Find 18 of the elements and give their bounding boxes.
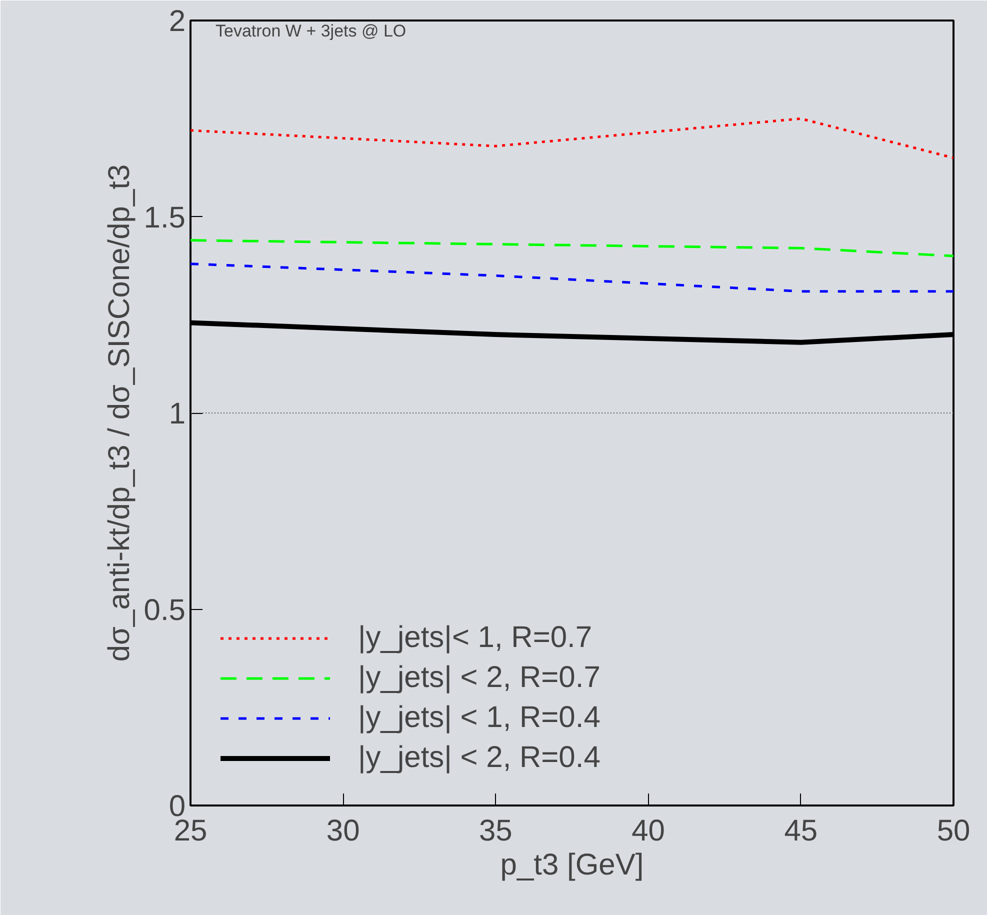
legend-label: |y_jets|< 1, R=0.7 <box>358 621 592 655</box>
legend-label: |y_jets| < 1, R=0.4 <box>358 701 600 735</box>
y-tick-label: 1.5 <box>144 201 186 234</box>
x-tick-label: 45 <box>784 814 818 848</box>
x-tick-label: 50 <box>936 814 970 848</box>
x-axis-title: p_t3 [GeV] <box>500 848 644 882</box>
legend-label: |y_jets| < 2, R=0.4 <box>358 741 600 775</box>
y-tick-label: 1 <box>168 398 186 430</box>
x-tick-label: 30 <box>326 814 360 848</box>
chart-title: Tevatron W + 3jets @ LO <box>216 22 406 40</box>
y-axis-title: dσ_anti-kt/dp_t3 / dσ_SISCone/dp_t3 <box>102 164 136 662</box>
line-series <box>190 117 954 160</box>
line-series <box>190 239 954 258</box>
legend-label: |y_jets| < 2, R=0.7 <box>358 661 600 695</box>
x-tick-label: 35 <box>479 814 512 848</box>
y-tick-label: 2 <box>168 5 186 38</box>
x-tick-label: 40 <box>632 814 665 848</box>
y-tick-label: 0.5 <box>144 594 186 627</box>
